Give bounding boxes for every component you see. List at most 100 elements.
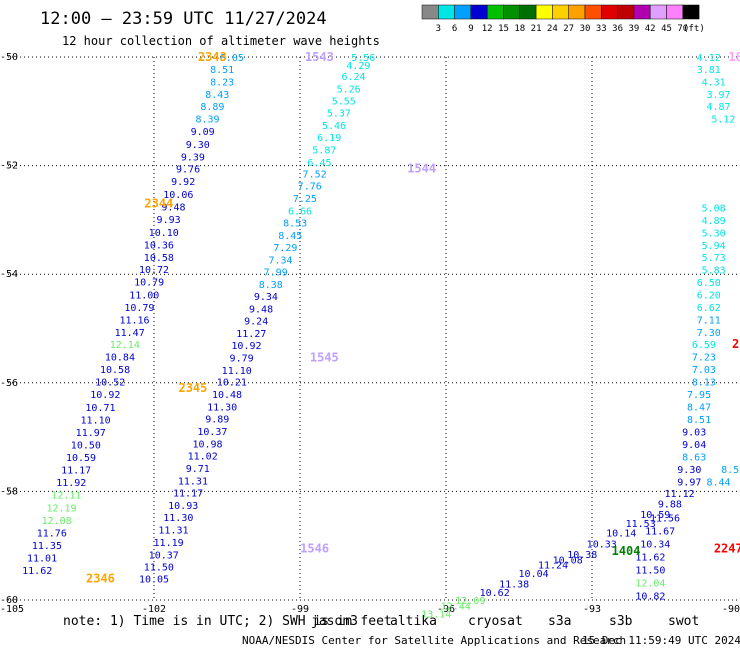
data-label: 7.95: [687, 390, 711, 401]
data-label: 8.45: [278, 231, 302, 242]
data-label: 12.44: [441, 601, 471, 612]
color-swatch: [421, 4, 439, 20]
scale-label: 42: [645, 24, 656, 34]
data-label: 4.31: [702, 77, 726, 88]
data-label: 10.48: [212, 390, 242, 401]
y-tick-label: -56: [0, 378, 18, 389]
data-label: 5.73: [702, 253, 726, 264]
data-label: 7.23: [692, 353, 716, 364]
scale-label: 12: [482, 24, 493, 34]
x-tick-label: -93: [583, 604, 601, 615]
data-label: 10.58: [100, 365, 130, 376]
scale-label: 6: [452, 24, 457, 34]
data-label: 3.97: [706, 90, 730, 101]
color-scale-legend: 3 6 9 12 15 18 21 24 27 30 33 36 39 42 45 70(ft): [421, 4, 705, 34]
color-swatch: [666, 4, 684, 20]
data-label: 9.79: [230, 353, 254, 364]
data-label: 11.50: [144, 562, 174, 573]
data-label: 9.93: [157, 215, 181, 226]
data-label: 10.98: [192, 440, 222, 451]
color-swatch: [454, 4, 472, 20]
pass-label: 1544: [407, 161, 436, 175]
data-label: 8.55: [721, 465, 740, 476]
y-tick-label: -60: [0, 595, 18, 606]
data-label: 11.62: [635, 553, 665, 564]
data-label: 11.56: [650, 513, 680, 524]
data-label: 11.01: [27, 554, 57, 565]
data-label: 9.09: [191, 127, 215, 138]
data-label: 9.30: [186, 140, 210, 151]
scale-label: 18: [514, 24, 525, 34]
data-label: 11.31: [158, 525, 188, 536]
y-tick-label: -50: [0, 52, 18, 63]
color-swatch: [552, 4, 569, 20]
scale-label: 33: [596, 24, 607, 34]
data-label: 6.62: [697, 303, 721, 314]
scale-unit: (ft): [683, 24, 705, 34]
data-label: 11.19: [154, 538, 184, 549]
data-label: 11.53: [626, 519, 656, 530]
color-swatch: [438, 4, 455, 20]
color-swatch: [649, 4, 667, 20]
scale-label: 45: [661, 24, 672, 34]
data-label: 5.83: [702, 265, 726, 276]
scale-label: 30: [580, 24, 591, 34]
data-label: 9.34: [254, 292, 278, 303]
data-label: 10.92: [231, 341, 261, 352]
satellite-legend: jason3 altika cryosat s3a s3b swot: [311, 614, 699, 629]
data-label: 12.14: [110, 340, 140, 351]
data-label: 11.30: [163, 513, 193, 524]
data-label: 6.19: [317, 133, 341, 144]
x-tick-label: -90: [722, 604, 740, 615]
data-label: 6.24: [341, 72, 365, 83]
data-label: 8.43: [205, 90, 229, 101]
data-label: 10.62: [480, 588, 510, 599]
grid-lines: [8, 56, 738, 601]
pass-label: 1545: [310, 350, 339, 364]
pass-label: 2343: [198, 50, 227, 64]
data-label: 7.29: [273, 243, 297, 254]
data-label: 6.59: [692, 340, 716, 351]
data-label: 11.17: [173, 488, 203, 499]
data-label: 10.92: [90, 390, 120, 401]
pass-label: 1836: [728, 50, 740, 64]
data-label: 10.79: [134, 277, 164, 288]
data-label: 10.34: [640, 540, 670, 551]
data-label: 11.92: [56, 478, 86, 489]
data-label: 9.39: [181, 152, 205, 163]
data-label: 10.79: [124, 303, 154, 314]
scale-label: 15: [498, 24, 509, 34]
data-label: 7.03: [692, 365, 716, 376]
data-label: 8.63: [682, 453, 706, 464]
data-label: 10.71: [85, 403, 115, 414]
data-label: 10.05: [139, 574, 169, 585]
data-label: 11.02: [188, 452, 218, 463]
color-swatch: [470, 4, 488, 20]
data-label: 11.10: [81, 416, 111, 427]
color-swatch: [535, 4, 553, 20]
data-label: 11.10: [222, 366, 252, 377]
pass-label: 2344: [144, 197, 173, 211]
satellite-cryosat: cryosat: [468, 614, 523, 629]
data-label: 12.04: [635, 579, 665, 590]
data-label: 11.30: [207, 403, 237, 414]
data-label: 11.38: [499, 580, 529, 591]
data-label: 10.38: [567, 550, 597, 561]
data-label: 5.87: [312, 145, 336, 156]
data-label: 4.87: [706, 102, 730, 113]
data-label: 11.12: [665, 489, 695, 500]
data-label: 9.48: [249, 304, 273, 315]
y-tick-label: -58: [0, 486, 18, 497]
data-label: 3.81: [697, 65, 721, 76]
y-tick-label: -54: [0, 269, 18, 280]
data-label: 11.76: [37, 529, 67, 540]
data-label: 4.29: [346, 61, 370, 72]
data-label: 10.59: [640, 510, 670, 521]
data-label: 12.11: [51, 491, 81, 502]
data-label: 11.62: [22, 566, 52, 577]
data-label: 9.88: [658, 499, 682, 510]
data-label: 9.92: [171, 177, 195, 188]
data-label: 11.24: [538, 561, 568, 572]
data-label: 6.66: [288, 207, 312, 218]
scale-label: 36: [612, 24, 623, 34]
